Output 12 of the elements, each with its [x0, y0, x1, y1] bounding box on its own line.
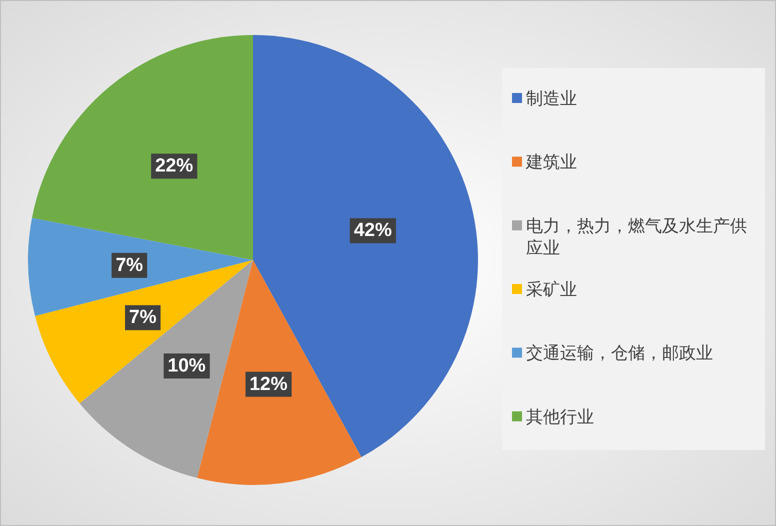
legend-label: 其他行业	[526, 407, 594, 426]
legend-label: 电力，热力，燃气及水生产供应业	[526, 216, 747, 258]
legend-label: 制造业	[526, 89, 577, 108]
legend-label: 建筑业	[525, 152, 577, 172]
data-label: 42%	[354, 220, 392, 242]
data-label: 10%	[168, 355, 206, 376]
data-label: 7%	[116, 254, 144, 276]
legend-label: 采矿业	[526, 280, 577, 299]
data-label: 7%	[129, 307, 157, 328]
data-label: 12%	[249, 374, 288, 395]
data-label: 22%	[155, 156, 194, 177]
legend-label: 交通运输，仓储，邮政业	[526, 344, 713, 363]
